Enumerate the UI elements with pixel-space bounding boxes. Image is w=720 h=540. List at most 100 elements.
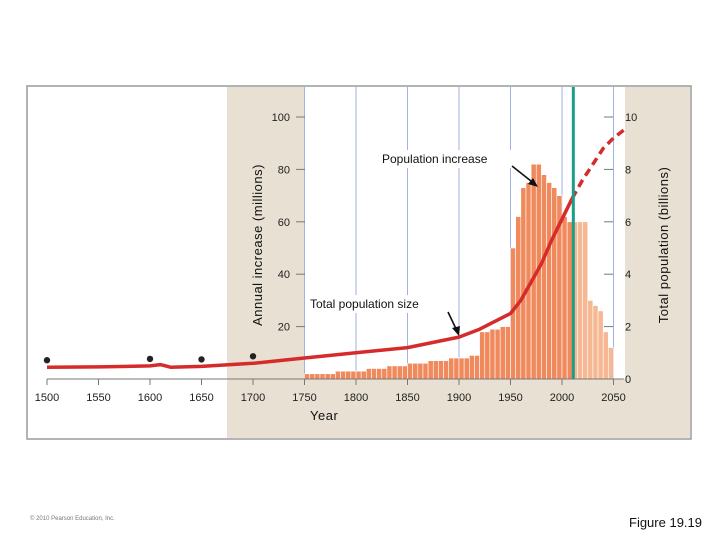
bar-1985	[546, 182, 552, 380]
annotation-box-population-increase	[378, 150, 516, 168]
bar-1945	[505, 326, 511, 380]
chart-frame	[26, 85, 692, 440]
bar-2005	[566, 221, 573, 380]
x-tick-label-1850: 1850	[395, 392, 419, 404]
x-tick-label-1500: 1500	[35, 392, 59, 404]
marker-1500	[43, 357, 51, 364]
x-tick-label-2050: 2050	[601, 392, 625, 404]
left-tick-label-60: 60	[278, 217, 290, 229]
bar-1865	[422, 362, 429, 380]
bar-1820	[376, 368, 383, 380]
right-tick-label-4: 4	[625, 269, 631, 281]
bar-2015	[577, 221, 583, 380]
bar-1840	[396, 365, 403, 380]
bar-2035	[597, 310, 604, 380]
arrowhead-population-increase	[528, 178, 538, 187]
x-tick-label-1750: 1750	[292, 392, 316, 404]
bar-1755	[309, 373, 316, 380]
right-axis: 0 2 4 6 8 10	[604, 112, 637, 386]
bar-1920	[479, 331, 486, 380]
bar-1930	[489, 328, 496, 380]
bar-1925	[484, 331, 491, 380]
bar-1875	[432, 360, 439, 380]
bar-2030	[592, 305, 599, 380]
copyright-text: © 2010 Pearson Education, Inc.	[30, 516, 115, 522]
population-line-projected	[570, 128, 625, 200]
lines-group	[46, 87, 625, 379]
bar-1760	[314, 373, 321, 380]
bar-1795	[350, 370, 357, 380]
population-line	[46, 197, 574, 369]
bar-1830	[386, 365, 393, 380]
bar-1785	[340, 370, 346, 380]
x-tick-label-1950: 1950	[498, 392, 522, 404]
bar-1990	[551, 187, 558, 380]
bar-1905	[463, 357, 470, 380]
bar-1815	[371, 368, 377, 380]
bar-1880	[438, 360, 444, 380]
bar-1895	[453, 357, 460, 380]
bar-1860	[417, 362, 424, 380]
right-tick-label-10: 10	[625, 112, 637, 124]
markers-group	[43, 353, 257, 364]
x-tick-label-1700: 1700	[241, 392, 265, 404]
bar-1825	[381, 368, 388, 380]
bar-2045	[608, 347, 614, 380]
bar-1955	[515, 216, 522, 380]
x-tick-label-1600: 1600	[138, 392, 162, 404]
marker-1700	[249, 353, 257, 360]
bar-1765	[319, 373, 326, 380]
bar-1845	[402, 365, 408, 380]
bar-1915	[474, 355, 480, 380]
bar-1870	[427, 360, 434, 380]
bar-1855	[412, 362, 419, 380]
bar-1800	[355, 370, 362, 380]
right-axis-label: Total population (billions)	[656, 167, 671, 324]
left-axis: 20 40 60 80 100	[272, 112, 305, 334]
bar-1805	[360, 370, 367, 380]
right-tick-label-0: 0	[625, 374, 631, 386]
figure-label: Figure 19.19	[629, 515, 702, 530]
annotation-total-population: Total population size	[310, 297, 419, 311]
bar-1850	[407, 362, 413, 380]
bar-2020	[582, 221, 589, 380]
x-tick-label-1650: 1650	[189, 392, 213, 404]
x-tick-label-1900: 1900	[447, 392, 471, 404]
bar-1935	[494, 328, 501, 380]
bar-2000	[561, 216, 568, 380]
bar-2025	[587, 300, 594, 380]
marker-1650	[198, 356, 205, 363]
bar-1780	[335, 370, 341, 380]
bar-1940	[499, 326, 506, 380]
x-axis-label: Year	[310, 408, 338, 423]
right-tick-label-6: 6	[625, 217, 631, 229]
bar-1835	[391, 365, 398, 380]
bar-1900	[458, 357, 465, 380]
bar-1775	[329, 373, 336, 380]
left-tick-label-20: 20	[278, 322, 290, 334]
annotation-population-increase: Population increase	[382, 152, 488, 166]
x-axis: 1500 1550 1600 1650 1700 1750 1800 1850 1900 1950…	[35, 378, 626, 404]
annotation-arrows	[447, 165, 538, 336]
x-tick-label-2000: 2000	[550, 392, 574, 404]
bar-1910	[468, 355, 475, 380]
right-tick-label-2: 2	[625, 322, 631, 334]
bar-1885	[443, 360, 449, 380]
left-tick-label-100: 100	[272, 112, 290, 124]
right-tick-label-8: 8	[625, 164, 631, 176]
left-axis-label: Annual increase (millions)	[250, 164, 265, 326]
bar-1810	[365, 368, 372, 380]
bar-1980	[541, 174, 547, 380]
left-tick-label-40: 40	[278, 269, 290, 281]
annotation-box-total-population	[306, 295, 458, 313]
left-tick-label-80: 80	[278, 164, 290, 176]
bar-1770	[324, 373, 331, 380]
bar-1960	[520, 187, 527, 380]
x-tick-label-1550: 1550	[86, 392, 110, 404]
bar-1790	[345, 370, 352, 380]
bar-1750	[304, 373, 310, 380]
x-tick-label-1800: 1800	[344, 392, 368, 404]
bar-2040	[602, 331, 609, 380]
bar-1890	[448, 357, 455, 380]
